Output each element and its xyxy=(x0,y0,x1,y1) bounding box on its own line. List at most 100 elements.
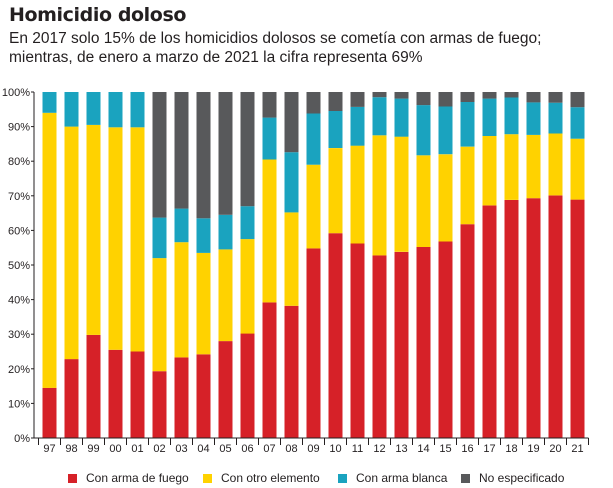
bar-segment-13-s1 xyxy=(394,136,409,252)
bar-segment-08-s3 xyxy=(284,92,299,153)
y-tick-label: 30% xyxy=(8,329,30,341)
bar-segment-19-s3 xyxy=(526,92,541,103)
legend-item: Con arma blanca xyxy=(338,471,447,485)
bar-segment-16-s1 xyxy=(460,146,475,225)
bar-segment-19-s1 xyxy=(526,134,541,199)
bar-segment-03-s3 xyxy=(174,92,189,209)
bar-segment-15-s2 xyxy=(438,106,453,155)
x-tick-label-10: 10 xyxy=(329,443,341,455)
bar-segment-10-s2 xyxy=(328,111,343,148)
bar-segment-18-s0 xyxy=(504,200,519,438)
bar-segment-13-s0 xyxy=(394,251,409,438)
bar-segment-01-s2 xyxy=(130,92,145,128)
bar-segment-98-s1 xyxy=(64,126,79,360)
legend-label: Con arma de fuego xyxy=(86,471,189,485)
bar-segment-02-s1 xyxy=(152,258,167,372)
bar-segment-07-s2 xyxy=(262,117,277,160)
x-tick-label-98: 98 xyxy=(65,443,77,455)
bar-segment-08-s0 xyxy=(284,305,299,438)
bar-segment-05-s1 xyxy=(218,249,233,342)
x-tick-label-19: 19 xyxy=(527,443,539,455)
bar-segment-06-s3 xyxy=(240,92,255,207)
x-tick-label-03: 03 xyxy=(175,443,187,455)
bar-segment-14-s1 xyxy=(416,155,431,247)
x-tick-label-14: 14 xyxy=(417,443,429,455)
bar-segment-03-s0 xyxy=(174,357,189,438)
bar-segment-11-s1 xyxy=(350,145,365,244)
bar-segment-08-s1 xyxy=(284,212,299,306)
legend-label: No especificado xyxy=(479,471,565,485)
bar-segment-10-s1 xyxy=(328,148,343,234)
bar-segment-18-s3 xyxy=(504,92,519,98)
legend-swatch xyxy=(203,473,212,483)
bar-segment-04-s3 xyxy=(196,92,211,219)
chart-subtitle: En 2017 solo 15% de los homicidios dolos… xyxy=(9,30,542,66)
bar-segment-16-s3 xyxy=(460,92,475,102)
bar-segment-05-s3 xyxy=(218,92,233,215)
bar-segment-99-s1 xyxy=(86,124,101,335)
bar-segment-11-s0 xyxy=(350,243,365,438)
x-tick-label-97: 97 xyxy=(43,443,55,455)
bar-segment-10-s3 xyxy=(328,92,343,111)
x-tick-label-06: 06 xyxy=(241,443,253,455)
bar-segment-11-s3 xyxy=(350,92,365,107)
stacked-bar-chart: 97 98 99 00 01 02 03 04 05 06 07 08 09 10 11 12 13 14 15 16… xyxy=(2,87,589,455)
bar-segment-99-s2 xyxy=(86,92,101,125)
bar-segment-06-s2 xyxy=(240,206,255,240)
bar-segment-18-s1 xyxy=(504,134,519,200)
bar-segment-05-s2 xyxy=(218,214,233,250)
bar-segment-04-s1 xyxy=(196,252,211,355)
bar-segment-02-s0 xyxy=(152,371,167,438)
bars-group xyxy=(42,92,585,438)
bar-segment-12-s0 xyxy=(372,255,387,438)
chart-title: Homicidio doloso xyxy=(9,4,187,26)
bar-segment-19-s0 xyxy=(526,198,541,438)
bar-segment-14-s3 xyxy=(416,92,431,106)
legend-label: Con arma blanca xyxy=(356,471,448,485)
y-tick-label: 100% xyxy=(2,87,30,99)
y-tick-label: 60% xyxy=(8,225,30,237)
bar-segment-17-s1 xyxy=(482,135,497,206)
legend-swatch xyxy=(68,473,77,483)
bar-segment-09-s3 xyxy=(306,92,321,114)
bar-segment-05-s0 xyxy=(218,341,233,438)
bar-segment-13-s2 xyxy=(394,98,409,137)
bar-segment-97-s0 xyxy=(42,387,57,438)
bar-segment-07-s3 xyxy=(262,92,277,118)
legend-item: No especificado xyxy=(461,471,564,485)
x-tick-label-09: 09 xyxy=(307,443,319,455)
bar-segment-07-s0 xyxy=(262,302,277,438)
x-tick-label-00: 00 xyxy=(109,443,121,455)
x-tick-label-13: 13 xyxy=(395,443,407,455)
y-tick-label: 10% xyxy=(8,398,30,410)
bar-segment-98-s2 xyxy=(64,92,79,127)
y-tick-label: 90% xyxy=(8,122,30,134)
bar-segment-04-s0 xyxy=(196,354,211,438)
y-tick-label: 80% xyxy=(8,156,30,168)
bar-segment-07-s1 xyxy=(262,159,277,303)
x-tick-label-16: 16 xyxy=(461,443,473,455)
bar-segment-13-s3 xyxy=(394,92,409,99)
bar-segment-09-s2 xyxy=(306,113,321,165)
legend: Con arma de fuego Con otro elemento Con ar… xyxy=(0,468,613,488)
x-tick-label-21: 21 xyxy=(571,443,583,455)
bar-segment-18-s2 xyxy=(504,97,519,135)
bar-segment-21-s1 xyxy=(570,138,585,200)
y-tick-label: 70% xyxy=(8,191,30,203)
bar-segment-97-s1 xyxy=(42,112,57,388)
bar-segment-10-s0 xyxy=(328,233,343,438)
y-tick-label: 20% xyxy=(8,364,30,376)
bar-segment-17-s3 xyxy=(482,92,497,99)
bar-segment-19-s2 xyxy=(526,102,541,135)
bar-segment-21-s3 xyxy=(570,92,585,108)
legend-label: Con otro elemento xyxy=(221,471,320,485)
x-tick-label-02: 02 xyxy=(153,443,165,455)
bar-segment-12-s3 xyxy=(372,92,387,98)
bar-segment-16-s2 xyxy=(460,102,475,147)
axes-group: 97 98 99 00 01 02 03 04 05 06 07 08 09 10 11 12 13 14 15 16… xyxy=(2,87,589,455)
bar-segment-02-s3 xyxy=(152,92,167,218)
bar-segment-06-s1 xyxy=(240,239,255,334)
x-tick-label-20: 20 xyxy=(549,443,561,455)
y-tick-label: 50% xyxy=(8,260,30,272)
x-tick-label-99: 99 xyxy=(87,443,99,455)
